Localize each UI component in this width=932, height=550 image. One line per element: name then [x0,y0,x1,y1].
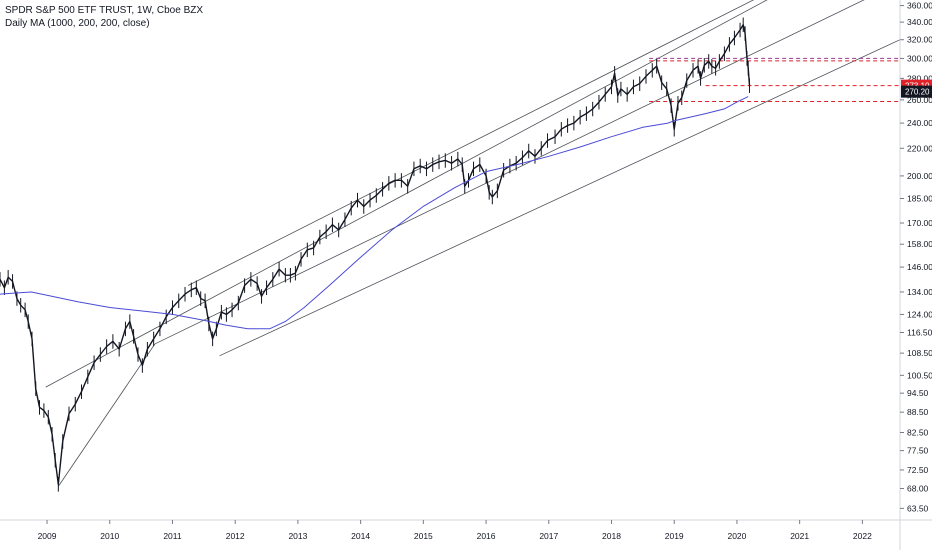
x-tick-label: 2018 [602,531,621,541]
y-tick-label: 116.50 [907,328,932,338]
moving-average-line [0,96,749,330]
y-tick-label: 124.00 [907,309,932,319]
trend-line [154,0,865,345]
indicator-legend[interactable]: Daily MA (1000, 200, 200, close) [5,18,150,29]
time-axis[interactable]: 2009 2010 2011 2012 2013 2014 2015 2016 2017 2018… [0,519,932,541]
y-tick-label: 68.00 [907,484,929,494]
y-tick-label: 320.00 [907,35,932,45]
x-tick-label: 2014 [351,531,370,541]
x-tick-label: 2011 [163,531,182,541]
trend-line [45,0,768,388]
y-tick-label: 88.50 [907,407,929,417]
trend-line [219,39,900,357]
y-tick-label: 134.00 [907,287,932,297]
y-tick-label: 146.00 [907,262,932,272]
x-tick-label: 2022 [853,531,872,541]
y-tick-label: 77.50 [907,446,929,456]
y-tick-label: 63.50 [907,503,929,513]
x-tick-label: 2016 [477,531,496,541]
plot-area[interactable] [0,0,900,492]
y-tick-label: 240.00 [907,118,932,128]
price-tag-label: 270.20 [905,88,930,97]
y-tick-label: 100.50 [907,370,932,380]
price-line [0,24,751,485]
symbol-title[interactable]: SPDR S&P 500 ETF TRUST, 1W, Cboe BZX [5,5,204,16]
price-axis[interactable]: 63.50 68.00 72.50 77.50 82.50 88.50 94.50 100.5… [899,0,932,550]
price-tag-bg [901,85,932,98]
y-tick-label: 220.00 [907,143,932,153]
y-tick-label: 170.00 [907,218,932,228]
x-tick-label: 2020 [727,531,746,541]
y-tick-label: 300.00 [907,53,932,63]
chart-header: SPDR S&P 500 ETF TRUST, 1W, Cboe BZX Dai… [5,4,203,30]
y-tick-label: 108.50 [907,348,932,358]
y-tick-label: 185.00 [907,193,932,203]
y-tick-label: 340.00 [907,17,932,27]
price-tags: 273.10270.20 [901,79,932,98]
y-tick-label: 200.00 [907,171,932,181]
y-tick-label: 72.50 [907,465,929,475]
y-tick-label: 280.00 [907,73,932,83]
x-tick-label: 2017 [539,531,558,541]
y-tick-label: 260.00 [907,95,932,105]
trend-line [187,0,755,286]
y-tick-label: 360.00 [907,1,932,11]
y-tick-label: 94.50 [907,388,929,398]
x-tick-label: 2009 [38,531,57,541]
y-tick-label: 82.50 [907,428,929,438]
x-tick-label: 2012 [226,531,245,541]
x-tick-label: 2013 [288,531,307,541]
x-tick-label: 2021 [790,531,809,541]
x-tick-label: 2015 [414,531,433,541]
trend-line [57,343,156,487]
y-tick-label: 158.00 [907,239,932,249]
x-tick-label: 2010 [100,531,119,541]
x-tick-label: 2019 [665,531,684,541]
